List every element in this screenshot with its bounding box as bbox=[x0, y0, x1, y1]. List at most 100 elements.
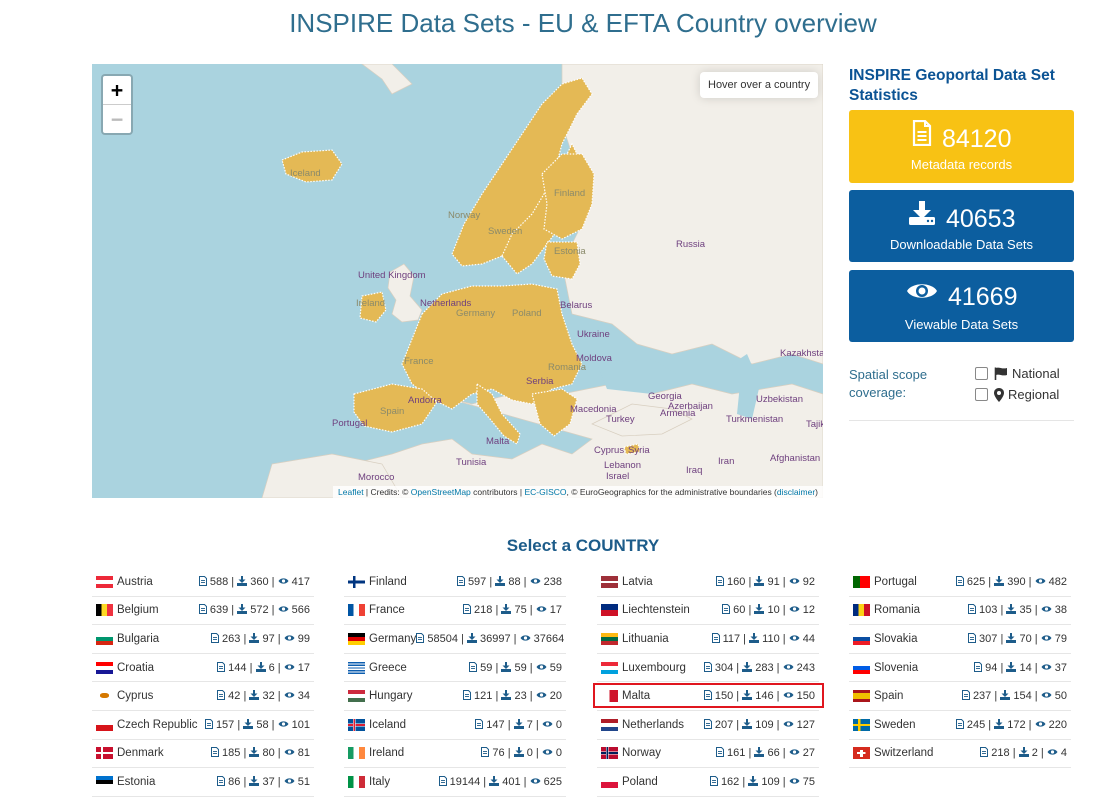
country-row-netherlands[interactable]: Netherlands 207 | 109 | 127 bbox=[597, 711, 819, 740]
viewable-datasets-box[interactable]: 41669 Viewable Data Sets bbox=[849, 270, 1074, 342]
country-name[interactable]: Poland bbox=[622, 775, 658, 788]
country-name[interactable]: Switzerland bbox=[874, 747, 934, 760]
country-name[interactable]: Luxembourg bbox=[622, 661, 686, 674]
country-row-greece[interactable]: Greece 59 | 59 | 59 bbox=[344, 654, 566, 683]
national-checkbox[interactable] bbox=[975, 367, 988, 380]
country-name[interactable]: Bulgaria bbox=[117, 632, 160, 645]
gisco-link[interactable]: EC-GISCO bbox=[524, 487, 567, 497]
eye-icon bbox=[284, 690, 295, 702]
country-name[interactable]: Austria bbox=[117, 575, 153, 588]
metadata-count: 121 bbox=[474, 690, 493, 703]
country-name[interactable]: Lithuania bbox=[622, 632, 669, 645]
country-name[interactable]: Denmark bbox=[117, 747, 164, 760]
disclaimer-link[interactable]: disclaimer bbox=[776, 487, 816, 497]
country-stats: 157 | 58 | 101 bbox=[204, 718, 310, 731]
country-name[interactable]: Spain bbox=[874, 690, 904, 703]
metadata-records-box[interactable]: 84120 Metadata records bbox=[849, 110, 1074, 183]
country-name[interactable]: Malta bbox=[622, 690, 651, 703]
download-icon bbox=[742, 661, 753, 674]
view-count: 92 bbox=[802, 575, 815, 588]
country-row-slovakia[interactable]: Slovakia 307 | 70 | 79 bbox=[849, 625, 1071, 654]
country-name[interactable]: Cyprus bbox=[117, 690, 154, 703]
country-row-poland[interactable]: Poland 162 | 109 | 75 bbox=[597, 768, 819, 797]
country-row-austria[interactable]: Austria 588 | 360 | 417 bbox=[92, 568, 314, 597]
country-name[interactable]: Belgium bbox=[117, 604, 159, 617]
country-row-denmark[interactable]: Denmark 185 | 80 | 81 bbox=[92, 740, 314, 769]
country-row-hungary[interactable]: Hungary 121 | 23 | 20 bbox=[344, 682, 566, 711]
country-name[interactable]: Slovenia bbox=[874, 661, 919, 674]
country-row-lithuania[interactable]: Lithuania 117 | 110 | 44 bbox=[597, 625, 819, 654]
metadata-count: 160 bbox=[727, 575, 746, 588]
country-name[interactable]: Latvia bbox=[622, 575, 653, 588]
country-row-portugal[interactable]: Portugal 625 | 390 | 482 bbox=[849, 568, 1071, 597]
country-row-estonia[interactable]: Estonia 86 | 37 | 51 bbox=[92, 768, 314, 797]
country-row-liechtenstein[interactable]: Liechtenstein 60 | 10 | 12 bbox=[597, 597, 819, 626]
country-stats: 588 | 360 | 417 bbox=[198, 575, 310, 588]
country-row-luxembourg[interactable]: Luxembourg 304 | 283 | 243 bbox=[597, 654, 819, 683]
country-name[interactable]: Norway bbox=[622, 747, 661, 760]
regional-option[interactable]: Regional bbox=[975, 387, 1059, 402]
map-label: Tunisia bbox=[456, 457, 487, 468]
country-row-bulgaria[interactable]: Bulgaria 263 | 97 | 99 bbox=[92, 625, 314, 654]
country-row-malta[interactable]: Malta 150 | 146 | 150 bbox=[597, 682, 819, 711]
country-name[interactable]: Netherlands bbox=[622, 718, 685, 731]
country-name[interactable]: Slovakia bbox=[874, 632, 918, 645]
country-row-belgium[interactable]: Belgium 639 | 572 | 566 bbox=[92, 597, 314, 626]
downloadable-datasets-box[interactable]: 40653 Downloadable Data Sets bbox=[849, 190, 1074, 262]
national-option[interactable]: National bbox=[975, 366, 1060, 381]
view-count: 50 bbox=[1054, 690, 1067, 703]
country-name[interactable]: Sweden bbox=[874, 718, 916, 731]
eye-icon bbox=[278, 576, 289, 588]
country-row-france[interactable]: France 218 | 75 | 17 bbox=[344, 597, 566, 626]
metadata-count: 60 bbox=[733, 604, 746, 617]
country-name[interactable]: Finland bbox=[369, 575, 407, 588]
osm-link[interactable]: OpenStreetMap bbox=[410, 487, 471, 497]
eye-icon bbox=[783, 690, 794, 702]
zoom-out-button[interactable]: − bbox=[103, 104, 131, 133]
country-name[interactable]: Croatia bbox=[117, 661, 155, 674]
document-icon bbox=[709, 775, 718, 788]
country-row-switzerland[interactable]: Switzerland 218 | 2 | 4 bbox=[849, 740, 1071, 769]
country-name[interactable]: Greece bbox=[369, 661, 407, 674]
country-row-finland[interactable]: Finland 597 | 88 | 238 bbox=[344, 568, 566, 597]
europe-map[interactable]: + − Hover over a country Iceland Finland… bbox=[92, 64, 823, 498]
country-name[interactable]: France bbox=[369, 604, 405, 617]
country-row-iceland[interactable]: Iceland 147 | 7 | 0 bbox=[344, 711, 566, 740]
liechtenstein-flag-icon bbox=[601, 604, 618, 617]
country-row-ireland[interactable]: Ireland 76 | 0 | 0 bbox=[344, 740, 566, 769]
country-stats: 86 | 37 | 51 bbox=[217, 775, 310, 788]
country-stats: 625 | 390 | 482 bbox=[955, 575, 1067, 588]
leaflet-link[interactable]: Leaflet bbox=[338, 487, 364, 497]
country-row-sweden[interactable]: Sweden 245 | 172 | 220 bbox=[849, 711, 1071, 740]
country-column: Portugal 625 | 390 | 482 Romania 103 | 35… bbox=[849, 568, 1071, 769]
country-name[interactable]: Portugal bbox=[874, 575, 917, 588]
country-name[interactable]: Hungary bbox=[369, 690, 413, 703]
country-row-romania[interactable]: Romania 103 | 35 | 38 bbox=[849, 597, 1071, 626]
zoom-in-button[interactable]: + bbox=[110, 78, 124, 102]
country-row-germany[interactable]: Germany 58504 | 36997 | 37664 bbox=[344, 625, 566, 654]
country-row-croatia[interactable]: Croatia 144 | 6 | 17 bbox=[92, 654, 314, 683]
country-name[interactable]: Italy bbox=[369, 775, 391, 788]
country-row-norway[interactable]: Norway 161 | 66 | 27 bbox=[597, 740, 819, 769]
country-name[interactable]: Ireland bbox=[369, 747, 405, 760]
national-label: National bbox=[1012, 366, 1060, 381]
country-row-slovenia[interactable]: Slovenia 94 | 14 | 37 bbox=[849, 654, 1071, 683]
country-row-spain[interactable]: Spain 237 | 154 | 50 bbox=[849, 682, 1071, 711]
eye-icon bbox=[1035, 719, 1046, 731]
country-name[interactable]: Estonia bbox=[117, 775, 156, 788]
metadata-count: 639 bbox=[209, 604, 229, 617]
country-name[interactable]: Germany bbox=[369, 632, 417, 645]
regional-checkbox[interactable] bbox=[975, 388, 988, 401]
document-icon bbox=[967, 632, 976, 645]
map-label: Turkey bbox=[606, 414, 635, 425]
country-row-latvia[interactable]: Latvia 160 | 91 | 92 bbox=[597, 568, 819, 597]
country-name[interactable]: Iceland bbox=[369, 718, 407, 731]
country-row-czech[interactable]: Czech Republic 157 | 58 | 101 bbox=[92, 711, 314, 740]
country-row-italy[interactable]: Italy 19144 | 401 | 625 bbox=[344, 768, 566, 797]
country-row-cyprus[interactable]: Cyprus 42 | 32 | 34 bbox=[92, 682, 314, 711]
country-name[interactable]: Liechtenstein bbox=[622, 604, 690, 617]
country-name[interactable]: Czech Republic bbox=[117, 718, 198, 731]
country-name[interactable]: Romania bbox=[874, 604, 921, 617]
eye-icon bbox=[284, 747, 295, 759]
view-count: 566 bbox=[291, 604, 310, 617]
